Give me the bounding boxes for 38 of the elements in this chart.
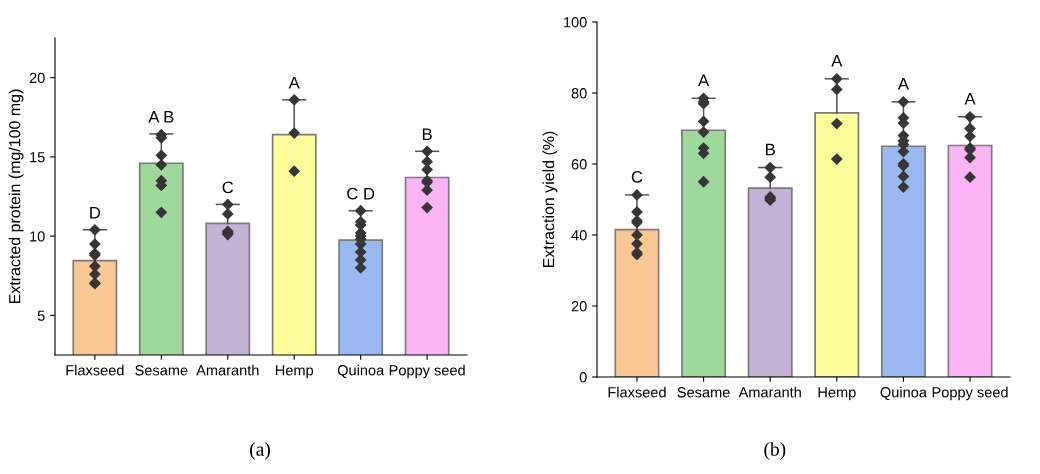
y-tick-label: 60 [571, 159, 587, 170]
x-tick-label: Amaranth [196, 364, 259, 376]
annotation: A [288, 76, 300, 89]
y-tick-label: 15 [30, 152, 45, 163]
x-tick-label: Quinoa [880, 386, 927, 401]
annotation: D [90, 206, 101, 219]
y-tick-label: 100 [564, 17, 587, 28]
x-tick-label: Sesame [135, 365, 188, 376]
y-tick-label: 40 [571, 230, 587, 241]
x-tick-label: Poppy seed [932, 386, 1008, 401]
x-tick-label: Sesame [677, 387, 730, 398]
x-tick-label: Quinoa [337, 364, 385, 379]
annotation: A [831, 55, 843, 67]
annotation: A [897, 78, 909, 90]
annotation: A [698, 74, 710, 86]
annotation: C [222, 181, 234, 194]
annotation: C D [347, 187, 375, 200]
text: (b) [764, 442, 786, 460]
y-axis-title: Extraction yield (%) [542, 131, 558, 267]
annotation: A [964, 92, 976, 105]
y-tick-label: 20 [29, 72, 45, 84]
y-tick-label: 20 [571, 301, 587, 312]
text: (a) [250, 442, 270, 460]
y-tick-label: 5 [37, 310, 45, 321]
x-tick-label: Hemp [818, 387, 856, 401]
x-tick-label: Flaxseed [608, 386, 666, 398]
y-tick-label: 80 [571, 88, 587, 99]
annotation: C [631, 170, 643, 183]
y-tick-label: 10 [30, 231, 45, 242]
x-tick-label: Hemp [275, 365, 314, 379]
annotation: A B [148, 111, 174, 123]
annotation: B [422, 128, 432, 140]
x-tick-label: Flaxseed [66, 364, 124, 376]
x-tick-label: Poppy seed [389, 364, 465, 379]
y-axis-title: Extracted protein (mg/100 mg) [8, 89, 24, 304]
annotation: B [766, 143, 775, 156]
x-tick-label: Amaranth [738, 386, 801, 398]
y-tick-label: 0 [579, 372, 587, 383]
